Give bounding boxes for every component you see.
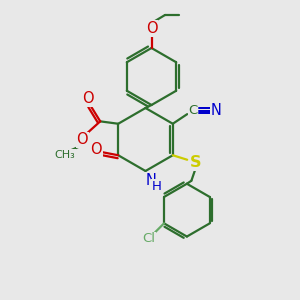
Text: Cl: Cl xyxy=(142,232,155,245)
Text: O: O xyxy=(76,132,88,147)
Text: C: C xyxy=(189,104,198,117)
Text: O: O xyxy=(146,21,157,36)
Text: N: N xyxy=(211,103,221,118)
Text: O: O xyxy=(90,142,102,157)
Text: H: H xyxy=(152,180,162,193)
Text: CH₃: CH₃ xyxy=(54,150,75,160)
Text: O: O xyxy=(82,91,93,106)
Text: N: N xyxy=(146,173,156,188)
Text: S: S xyxy=(190,155,201,170)
